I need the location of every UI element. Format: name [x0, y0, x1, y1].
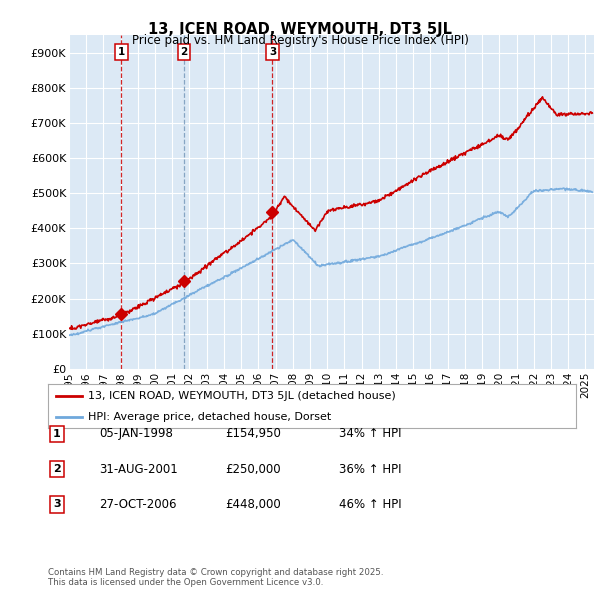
Text: 1: 1 — [53, 429, 61, 438]
Text: £154,950: £154,950 — [225, 427, 281, 440]
Text: 36% ↑ HPI: 36% ↑ HPI — [339, 463, 401, 476]
Text: 05-JAN-1998: 05-JAN-1998 — [99, 427, 173, 440]
Text: 13, ICEN ROAD, WEYMOUTH, DT3 5JL: 13, ICEN ROAD, WEYMOUTH, DT3 5JL — [148, 22, 452, 37]
Text: 2: 2 — [53, 464, 61, 474]
Text: 3: 3 — [269, 47, 276, 57]
Text: 2: 2 — [180, 47, 187, 57]
Text: 27-OCT-2006: 27-OCT-2006 — [99, 498, 176, 511]
Text: 3: 3 — [53, 500, 61, 509]
Text: 13, ICEN ROAD, WEYMOUTH, DT3 5JL (detached house): 13, ICEN ROAD, WEYMOUTH, DT3 5JL (detach… — [88, 391, 395, 401]
Text: HPI: Average price, detached house, Dorset: HPI: Average price, detached house, Dors… — [88, 412, 331, 422]
Text: Price paid vs. HM Land Registry's House Price Index (HPI): Price paid vs. HM Land Registry's House … — [131, 34, 469, 47]
Text: 34% ↑ HPI: 34% ↑ HPI — [339, 427, 401, 440]
Text: 31-AUG-2001: 31-AUG-2001 — [99, 463, 178, 476]
Text: 1: 1 — [118, 47, 125, 57]
Text: 46% ↑ HPI: 46% ↑ HPI — [339, 498, 401, 511]
Text: £448,000: £448,000 — [225, 498, 281, 511]
Text: £250,000: £250,000 — [225, 463, 281, 476]
Text: This data is licensed under the Open Government Licence v3.0.: This data is licensed under the Open Gov… — [48, 578, 323, 587]
Text: Contains HM Land Registry data © Crown copyright and database right 2025.: Contains HM Land Registry data © Crown c… — [48, 568, 383, 577]
